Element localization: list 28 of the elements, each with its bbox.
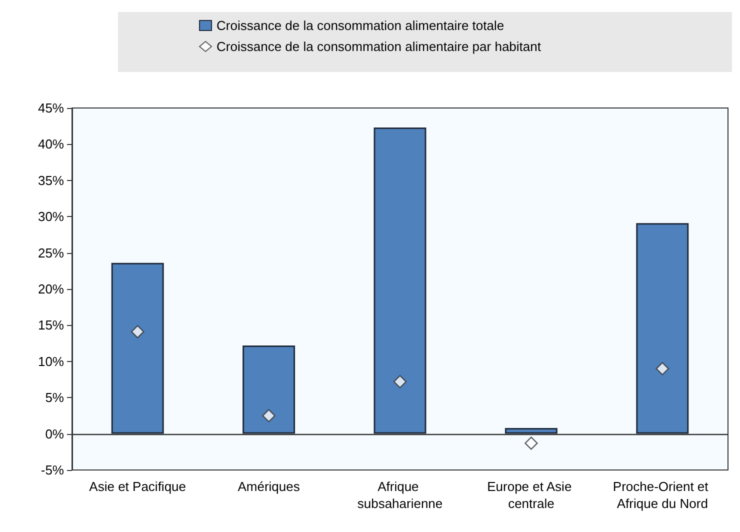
bar [111,262,164,434]
bar [504,428,558,434]
legend-label: Croissance de la consommation alimentaire par habitant [216,39,542,54]
y-tick-label: -5% [40,462,64,478]
y-tick-label: 5% [45,390,64,406]
x-tick-label: Europe et Asie centrale [487,479,576,511]
y-tick-label: 40% [38,136,64,152]
y-tick-label: 45% [38,100,64,116]
y-tick-label: 35% [38,172,64,188]
bar [374,128,426,434]
bar [636,223,689,434]
x-tick-label: Afrique subsaharienne [357,479,443,511]
legend-label: Croissance de la consommation alimentaire totale [216,18,504,33]
x-tick-label: Asie et Pacifique [89,479,186,494]
point [262,409,276,422]
bar [242,345,296,434]
point [131,325,144,338]
point [524,436,538,450]
x-tick-label: Amériques [238,479,300,494]
y-tick-label: 15% [38,318,64,333]
y-tick-label: 25% [38,245,64,260]
point [656,362,669,376]
y-tick-label: 30% [38,209,64,224]
y-tick-label: 10% [38,354,64,369]
y-tick-label: 20% [38,282,64,296]
point [393,375,407,388]
x-tick-label: Proche-Orient et Afrique du Nord [612,479,712,511]
y-tick-label: 0% [45,426,64,442]
